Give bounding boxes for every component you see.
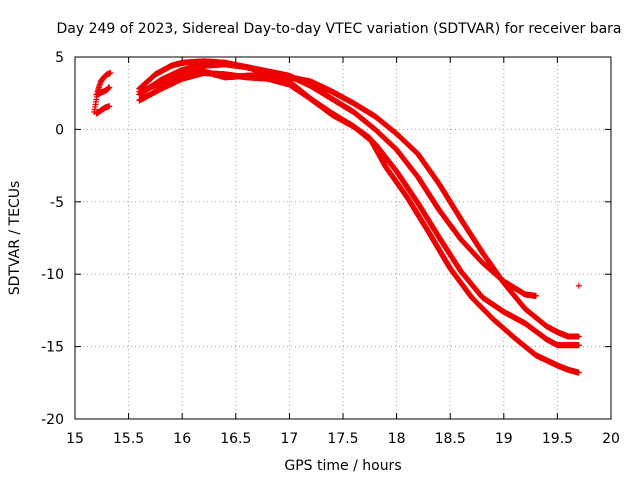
data-point (532, 292, 539, 299)
x-tick-label: 18.5 (435, 431, 466, 447)
chart-title: Day 249 of 2023, Sidereal Day-to-day VTE… (56, 21, 621, 37)
x-tick-label: 20 (602, 431, 620, 447)
y-tick-label: -10 (41, 267, 64, 283)
x-tick-label: 19.5 (542, 431, 573, 447)
axis-ticks: 15 15.5 16 16.5 17 17.5 18 18.5 19 19.5 20 -20 -15 -1… (41, 50, 620, 447)
y-tick-label: -15 (41, 340, 64, 356)
data-point (106, 84, 113, 91)
x-tick-label: 15.5 (113, 431, 144, 447)
x-tick-label: 18 (388, 431, 406, 447)
y-tick-label: -5 (50, 195, 64, 211)
data-point (575, 333, 582, 340)
x-axis-label: GPS time / hours (284, 458, 401, 474)
x-tick-label: 19 (495, 431, 513, 447)
y-tick-label: 0 (55, 122, 64, 138)
x-tick-label: 16 (173, 431, 191, 447)
y-tick-label: 5 (55, 50, 64, 66)
x-tick-label: 17.5 (327, 431, 358, 447)
plot-frame (74, 56, 612, 420)
y-axis-label: SDTVAR / TECUs (7, 181, 23, 296)
x-tick-label: 17 (280, 431, 298, 447)
data-point (575, 369, 582, 376)
data-point (575, 282, 582, 289)
y-tick-label: -20 (41, 412, 64, 428)
data-point (106, 103, 113, 110)
data-points (91, 58, 582, 376)
x-tick-label: 15 (66, 431, 84, 447)
x-tick-label: 16.5 (220, 431, 251, 447)
data-point (575, 342, 582, 349)
data-point (107, 69, 114, 76)
grid (75, 57, 611, 419)
